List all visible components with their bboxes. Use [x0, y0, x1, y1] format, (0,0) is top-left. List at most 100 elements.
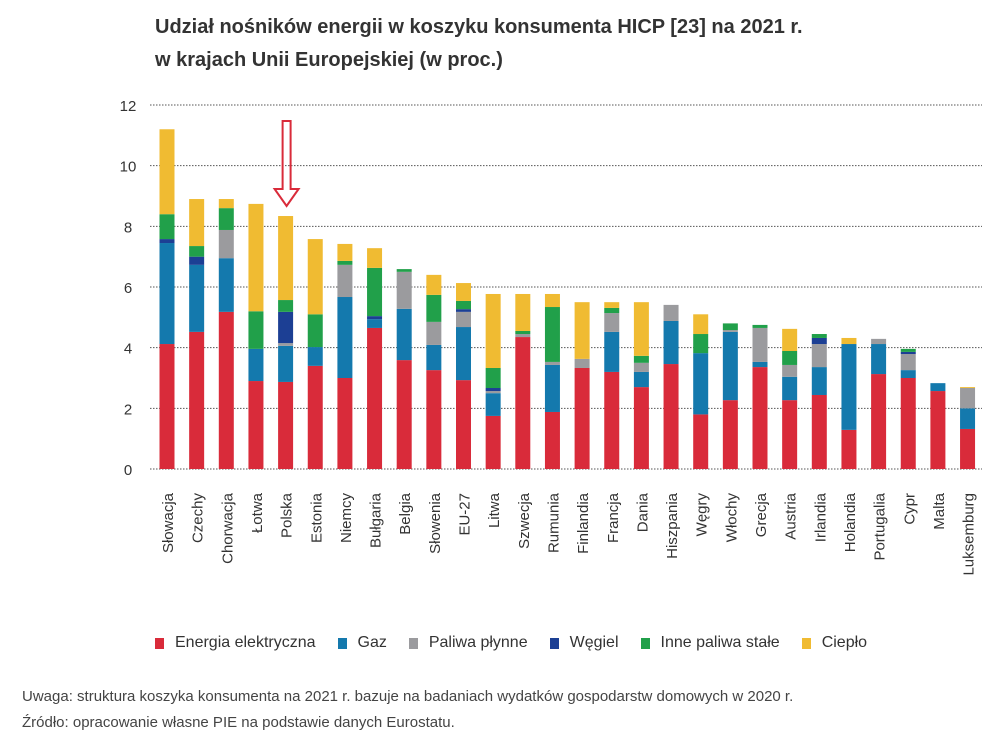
bar-segment-gaz: [782, 376, 798, 401]
bar-segment-ciepło: [782, 328, 798, 352]
bar-segment-gaz: [218, 258, 234, 312]
footnote: Uwaga: struktura koszyka konsumenta na 2…: [22, 688, 794, 705]
bar-segment-paliwa-płynne: [515, 334, 531, 338]
bar-segment-inne-paliwa-stałe: [485, 367, 501, 389]
bar-segment-gaz: [544, 364, 560, 412]
legend-label: Inne paliwa stałe: [660, 634, 780, 651]
bar-segment-gaz: [307, 347, 323, 366]
bar-segment-inne-paliwa-stałe: [189, 246, 205, 257]
y-tick-label: 0: [124, 462, 132, 479]
bar-segment-ciepło: [248, 203, 264, 312]
x-tick-label: Łotwa: [249, 492, 266, 533]
bar-segment-inne-paliwa-stałe: [811, 334, 827, 338]
highlight-arrow-icon: [272, 120, 301, 208]
y-tick-label: 12: [120, 98, 137, 115]
bar-segment-gaz: [485, 393, 501, 416]
x-tick-label: EU-27: [457, 493, 474, 536]
legend-label: Węgiel: [569, 634, 619, 651]
legend-item: Ciepło: [801, 634, 868, 652]
bar-segment-ciepło: [515, 293, 531, 331]
bar-segment-węgiel: [189, 256, 205, 265]
bar-segment-inne-paliwa-stałe: [278, 300, 294, 312]
bar-segment-ciepło: [189, 199, 205, 247]
bar-segment-energia-elektryczna: [426, 370, 442, 469]
bar-segment-paliwa-płynne: [633, 362, 649, 372]
bar-segment-energia-elektryczna: [456, 380, 471, 469]
bar-segment-gaz: [159, 243, 175, 345]
x-tick-label: Finlandia: [575, 492, 592, 554]
bar-segment-energia-elektryczna: [663, 364, 679, 469]
bar-segment-inne-paliwa-stałe: [307, 314, 323, 348]
bar-segment-gaz: [278, 345, 294, 382]
y-tick-label: 4: [124, 341, 132, 358]
x-tick-label: Niemcy: [338, 493, 355, 544]
legend-label: Ciepło: [821, 634, 868, 651]
bar-segment-ciepło: [604, 302, 620, 308]
source-note: Źródło: opracowanie własne PIE na podsta…: [22, 714, 455, 731]
bar-segment-gaz: [930, 383, 946, 392]
x-tick-label: Bułgaria: [368, 492, 385, 548]
bar-segment-inne-paliwa-stałe: [544, 307, 560, 362]
bar-segment-węgiel: [367, 316, 383, 320]
bar-segment-energia-elektryczna: [544, 411, 560, 469]
bar-segment-paliwa-płynne: [752, 327, 768, 362]
bar-segment-paliwa-płynne: [456, 311, 471, 328]
bar-segment-paliwa-płynne: [663, 304, 679, 321]
x-tick-label: Chorwacja: [219, 492, 236, 564]
legend-swatch: [640, 637, 650, 649]
legend-item: Inne paliwa stałe: [640, 634, 780, 652]
bar-segment-paliwa-płynne: [396, 271, 412, 309]
bar-segment-gaz: [841, 344, 857, 430]
bar-segment-ciepło: [574, 302, 590, 359]
x-tick-label: Belgia: [397, 492, 414, 534]
bar-segment-gaz: [960, 408, 976, 429]
x-tick-label: Malta: [931, 492, 948, 529]
x-tick-label: Francja: [605, 492, 622, 543]
x-tick-label: Hiszpania: [664, 492, 681, 559]
x-tick-label: Holandia: [842, 492, 859, 552]
legend-item: Energia elektryczna: [155, 634, 316, 652]
chart-legend: Energia elektryczna Gaz Paliwa płynne Węgie…: [155, 634, 889, 652]
bar-segment-energia-elektryczna: [900, 378, 916, 469]
bar-segment-energia-elektryczna: [278, 381, 294, 469]
bar-segment-energia-elektryczna: [633, 387, 649, 469]
bar-segment-gaz: [811, 367, 827, 395]
bar-segment-gaz: [189, 264, 205, 332]
bar-segment-paliwa-płynne: [218, 229, 234, 259]
x-tick-label: Węgry: [694, 493, 711, 537]
bar-segment-inne-paliwa-stałe: [782, 351, 798, 365]
bar-segment-inne-paliwa-stałe: [693, 334, 709, 354]
x-tick-label: Cypr: [901, 493, 918, 525]
bar-segment-węgiel: [456, 309, 471, 312]
x-tick-label: Dania: [634, 492, 651, 532]
bar-segment-paliwa-płynne: [426, 321, 442, 345]
bar-segment-węgiel: [159, 239, 175, 244]
x-tick-label: Austria: [783, 492, 800, 539]
bar-segment-gaz: [900, 370, 916, 378]
x-tick-label: Litwa: [486, 492, 503, 528]
bar-segment-węgiel: [485, 388, 501, 392]
bar-segment-energia-elektryczna: [960, 428, 976, 469]
bar-segment-energia-elektryczna: [218, 311, 234, 469]
bar-segment-gaz: [367, 319, 383, 328]
bar-segment-inne-paliwa-stałe: [900, 348, 916, 352]
bar-segment-ciepło: [426, 274, 442, 295]
bar-segment-paliwa-płynne: [871, 338, 887, 345]
bar-segment-paliwa-płynne: [782, 364, 798, 377]
bar-segment-energia-elektryczna: [871, 374, 887, 469]
chart-title-line-1: Udział nośników energii w koszyku konsum…: [155, 16, 803, 38]
bar-segment-paliwa-płynne: [604, 313, 620, 332]
legend-swatch: [549, 637, 559, 649]
bar-segment-gaz: [663, 320, 679, 365]
stacked-bar-chart: 0 2 4 6 8 10 12 Słowacja Czechy Chorwacja Łotwa Pol…: [120, 98, 982, 576]
x-tick-label: Polska: [279, 492, 296, 538]
bar-segment-inne-paliwa-stałe: [604, 307, 620, 314]
bar-segment-węgiel: [900, 351, 916, 355]
bar-segment-inne-paliwa-stałe: [633, 355, 649, 363]
bar-segment-paliwa-płynne: [960, 388, 976, 409]
bar-segment-energia-elektryczna: [485, 415, 501, 469]
bar-segment-energia-elektryczna: [930, 391, 946, 469]
bar-segment-inne-paliwa-stałe: [752, 324, 768, 328]
legend-label: Energia elektryczna: [175, 634, 316, 651]
bar-segment-ciepło: [485, 293, 501, 368]
